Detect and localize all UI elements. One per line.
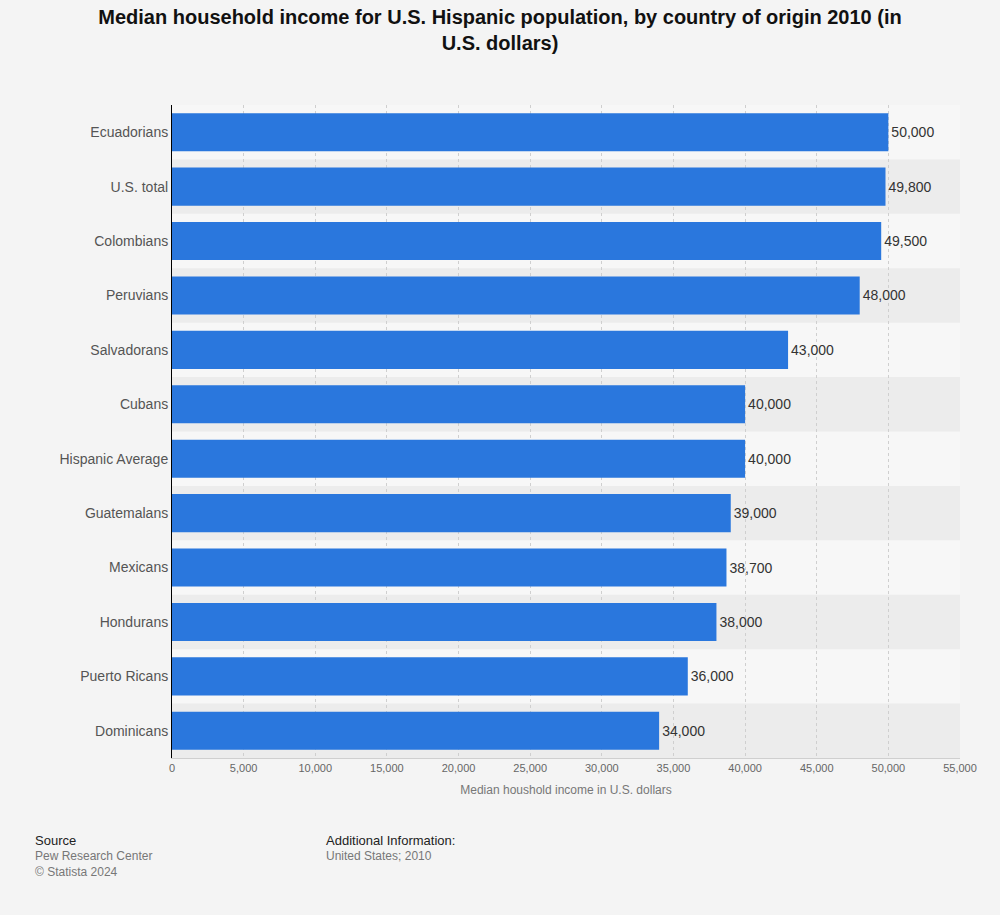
svg-text:38,700: 38,700 xyxy=(729,560,772,576)
svg-text:Peruvians: Peruvians xyxy=(106,287,168,303)
svg-text:U.S. total: U.S. total xyxy=(111,179,169,195)
svg-text:15,000: 15,000 xyxy=(370,762,404,774)
svg-text:40,000: 40,000 xyxy=(728,762,762,774)
svg-text:Dominicans: Dominicans xyxy=(95,723,168,739)
svg-text:Hondurans: Hondurans xyxy=(100,614,169,630)
svg-text:Guatemalans: Guatemalans xyxy=(85,505,168,521)
svg-text:Colombians: Colombians xyxy=(94,233,168,249)
svg-text:55,000: 55,000 xyxy=(943,762,977,774)
svg-text:Hispanic Average: Hispanic Average xyxy=(59,451,168,467)
svg-text:40,000: 40,000 xyxy=(748,396,791,412)
svg-text:40,000: 40,000 xyxy=(748,451,791,467)
svg-text:50,000: 50,000 xyxy=(872,762,906,774)
svg-text:5,000: 5,000 xyxy=(230,762,258,774)
svg-text:45,000: 45,000 xyxy=(800,762,834,774)
svg-text:30,000: 30,000 xyxy=(585,762,619,774)
svg-text:Puerto Ricans: Puerto Ricans xyxy=(80,668,168,684)
svg-text:Mexicans: Mexicans xyxy=(109,559,168,575)
svg-text:Cubans: Cubans xyxy=(120,396,168,412)
svg-text:10,000: 10,000 xyxy=(298,762,332,774)
svg-text:United States; 2010: United States; 2010 xyxy=(326,849,432,863)
svg-text:Source: Source xyxy=(35,833,76,848)
svg-text:35,000: 35,000 xyxy=(657,762,691,774)
svg-text:39,000: 39,000 xyxy=(734,505,777,521)
svg-text:48,000: 48,000 xyxy=(863,287,906,303)
svg-text:Pew Research Center: Pew Research Center xyxy=(35,849,152,863)
svg-text:36,000: 36,000 xyxy=(691,668,734,684)
svg-text:49,500: 49,500 xyxy=(884,233,927,249)
svg-text:Ecuadorians: Ecuadorians xyxy=(90,124,168,140)
svg-text:Additional Information:: Additional Information: xyxy=(326,833,455,848)
svg-text:Median houshold income in U.S.: Median houshold income in U.S. dollars xyxy=(460,783,671,797)
svg-text:49,800: 49,800 xyxy=(889,179,932,195)
svg-text:Median household income for U.: Median household income for U.S. Hispani… xyxy=(98,6,901,54)
svg-text:50,000: 50,000 xyxy=(891,124,934,140)
svg-text:20,000: 20,000 xyxy=(442,762,476,774)
svg-text:25,000: 25,000 xyxy=(513,762,547,774)
svg-text:38,000: 38,000 xyxy=(719,614,762,630)
svg-text:43,000: 43,000 xyxy=(791,342,834,358)
svg-text:© Statista 2024: © Statista 2024 xyxy=(35,865,118,879)
svg-text:Salvadorans: Salvadorans xyxy=(90,342,168,358)
svg-text:34,000: 34,000 xyxy=(662,723,705,739)
svg-text:0: 0 xyxy=(169,762,175,774)
